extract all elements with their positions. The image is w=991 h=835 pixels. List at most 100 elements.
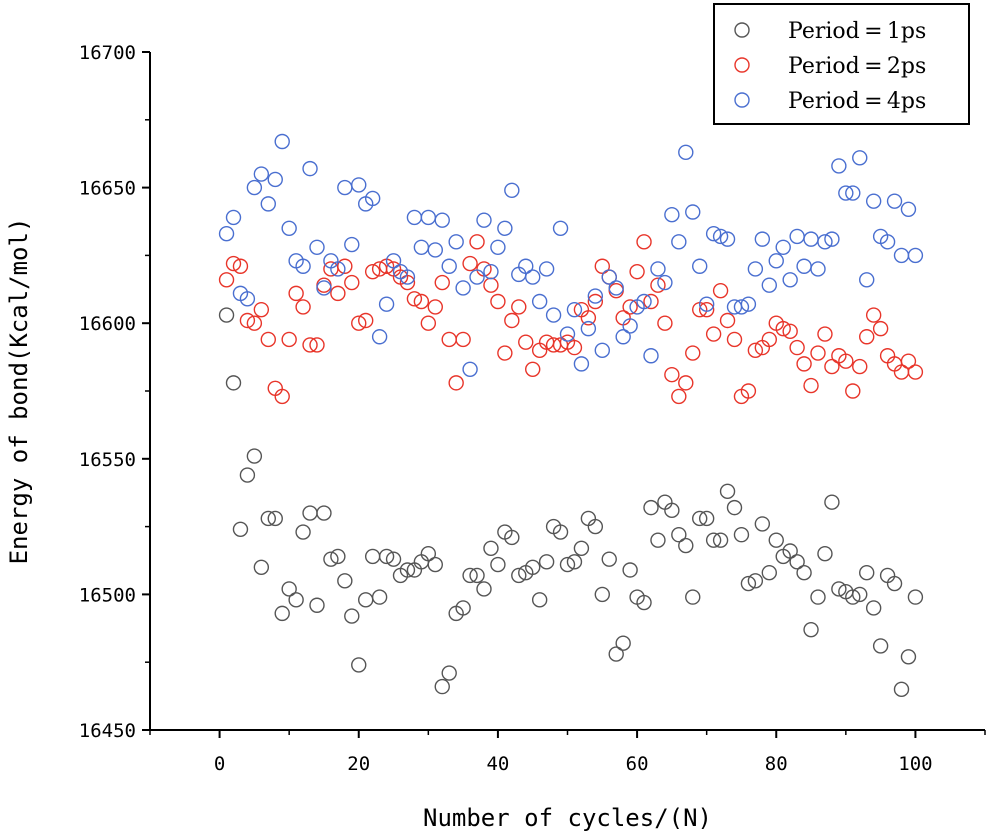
- data-point: [907, 364, 924, 380]
- data-point: [719, 231, 736, 247]
- data-point: [831, 158, 847, 174]
- data-point: [497, 345, 513, 361]
- data-point: [636, 234, 652, 250]
- data-point: [678, 144, 694, 161]
- data-point: [615, 329, 631, 345]
- data-point: [448, 234, 464, 250]
- data-point: [754, 231, 771, 247]
- data-point: [719, 312, 736, 329]
- data-point: [685, 345, 701, 361]
- data-point: [406, 209, 423, 226]
- data-point: [385, 253, 402, 269]
- data-point: [441, 331, 457, 348]
- data-point: [789, 554, 805, 570]
- data-point: [330, 285, 346, 302]
- data-point: [671, 388, 687, 405]
- data-point: [218, 307, 235, 323]
- data-point: [629, 263, 645, 280]
- data-point: [719, 483, 736, 500]
- data-point: [462, 255, 478, 272]
- data-point: [455, 280, 471, 296]
- data-point: [796, 565, 812, 581]
- data-point: [483, 277, 499, 293]
- data-point: [455, 600, 471, 616]
- data-point: [782, 323, 798, 340]
- data-point: [810, 345, 826, 361]
- data-point: [650, 261, 666, 277]
- data-point: [845, 383, 861, 399]
- data-point: [413, 239, 430, 255]
- data-point: [747, 342, 764, 359]
- data-point: [650, 277, 666, 293]
- data-point: [705, 226, 722, 242]
- data-point: [900, 201, 917, 217]
- data-point: [692, 510, 708, 527]
- data-point: [538, 261, 555, 277]
- data-point: [232, 258, 249, 274]
- y-tick-label: 16650: [79, 178, 136, 200]
- data-point: [490, 556, 506, 573]
- data-point: [907, 589, 924, 605]
- data-point: [253, 301, 270, 318]
- data-point: [274, 133, 290, 150]
- data-point: [859, 272, 875, 288]
- data-point: [504, 529, 520, 546]
- data-point: [838, 353, 854, 369]
- data-point: [330, 261, 346, 277]
- data-point: [302, 337, 318, 353]
- data-point: [253, 166, 270, 182]
- data-point: [692, 258, 708, 274]
- data-point: [789, 228, 805, 245]
- data-point: [587, 518, 604, 535]
- data-point: [420, 209, 437, 226]
- data-point: [420, 546, 437, 562]
- data-point: [580, 310, 597, 326]
- y-tick-label: 16450: [79, 720, 136, 742]
- data-point: [664, 502, 680, 519]
- data-point: [260, 331, 276, 348]
- data-point: [330, 548, 346, 565]
- data-point: [900, 353, 917, 369]
- data-point: [274, 605, 290, 622]
- data-point: [260, 510, 276, 527]
- data-point: [225, 209, 242, 226]
- data-point: [239, 467, 256, 483]
- data-point: [754, 516, 771, 532]
- data-point: [566, 554, 583, 570]
- data-point: [810, 261, 826, 277]
- data-point: [886, 193, 903, 209]
- data-point: [267, 171, 283, 188]
- data-point: [413, 293, 430, 310]
- data-point: [469, 269, 485, 285]
- x-tick-label: 20: [347, 753, 370, 775]
- data-point: [364, 190, 381, 207]
- data-point: [768, 253, 784, 269]
- data-point: [650, 532, 666, 548]
- legend-marker: [734, 22, 750, 38]
- data-point: [281, 331, 297, 348]
- data-point: [712, 228, 729, 245]
- data-point: [810, 589, 826, 605]
- legend: Period = 1ps Period = 2ps Period = 4ps: [713, 3, 970, 125]
- data-points: [218, 133, 924, 698]
- data-point: [309, 597, 325, 613]
- data-point: [678, 537, 694, 554]
- data-point: [803, 621, 819, 638]
- data-point: [817, 546, 833, 562]
- data-point: [559, 326, 576, 342]
- data-point: [295, 524, 311, 540]
- tick-labels: 16450 16500 16550 16600 16650 16700 0 20 40 60 80 1…: [79, 42, 933, 775]
- data-point: [859, 565, 875, 581]
- data-point: [664, 207, 680, 223]
- data-point: [302, 160, 318, 177]
- data-point: [559, 556, 576, 573]
- data-point: [399, 274, 416, 291]
- data-point: [803, 231, 819, 247]
- data-point: [358, 312, 374, 329]
- data-point: [552, 220, 569, 236]
- data-point: [434, 274, 450, 291]
- data-point: [371, 589, 388, 605]
- data-point: [323, 551, 339, 567]
- data-point: [337, 258, 353, 274]
- data-point: [518, 334, 534, 350]
